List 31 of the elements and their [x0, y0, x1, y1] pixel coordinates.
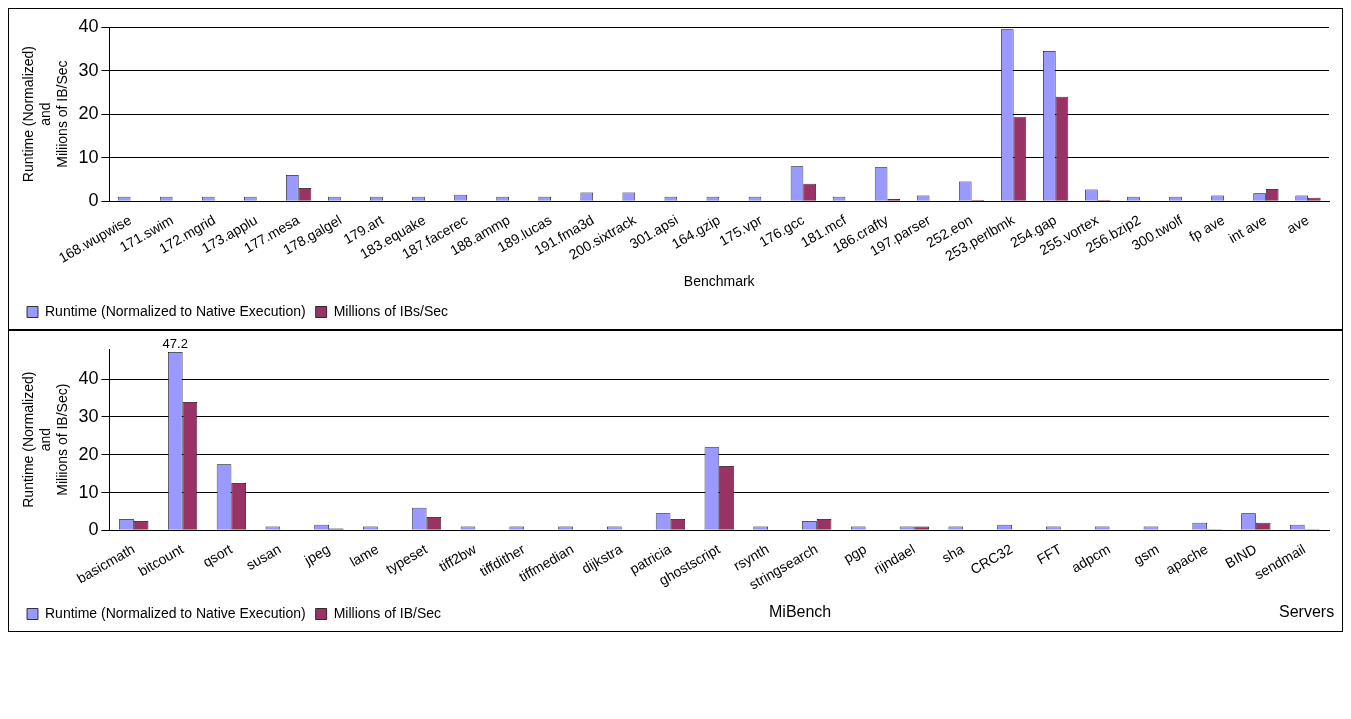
x-tick-label: sha	[939, 540, 967, 566]
x-tick-label: BIND	[1222, 540, 1260, 572]
y-tick-label: 30	[78, 59, 99, 80]
y-tick-label: 10	[78, 481, 99, 502]
legend-label: Millions of IB/Sec	[333, 604, 442, 621]
y-tick-label: 20	[78, 103, 99, 124]
y-tick-label: 10	[78, 146, 99, 167]
legend-label: Runtime (Normalized to Native Execution)	[45, 302, 306, 319]
legend-label: Runtime (Normalized to Native Execution)	[45, 604, 306, 621]
x-tick-label: int ave	[1225, 211, 1270, 246]
legend-label: Millions of IBs/Sec	[333, 302, 449, 319]
x-tick-label: qsort	[199, 540, 235, 571]
text: Servers	[1279, 603, 1335, 621]
x-tick-label: pgp	[840, 540, 870, 567]
y-tick-label: 0	[88, 519, 99, 540]
x-tick-label: FFT	[1033, 540, 1065, 568]
y-tick-label: 30	[78, 405, 99, 426]
y-axis-title: Runtime (Normalized) and Miliions of IB/Sec	[20, 46, 70, 183]
y-axis-title: Runtime (Normalized) and Miliions of IB/Sec)	[20, 371, 70, 508]
y-tick-label: 20	[78, 443, 99, 464]
y-tick-label: 0	[88, 190, 99, 211]
x-tick-label: lame	[346, 540, 382, 570]
x-tick-label: gsm	[1130, 540, 1162, 568]
x-tick-label: fp ave	[1186, 211, 1228, 245]
text: MiBench	[769, 603, 832, 621]
x-tick-label: jpeg	[300, 540, 333, 569]
data-label: 47.2	[162, 336, 188, 352]
y-tick-label: 40	[78, 368, 99, 389]
y-tick-label: 40	[78, 15, 99, 36]
x-tick-label: ave	[1283, 211, 1312, 237]
x-axis-title: Benchmark	[683, 273, 756, 290]
